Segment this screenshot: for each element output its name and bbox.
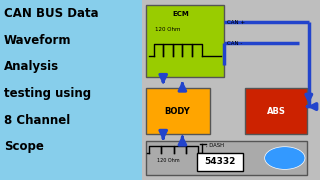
- Text: CAN -: CAN -: [227, 41, 243, 46]
- Bar: [142, 0, 320, 180]
- Text: 8 Channel: 8 Channel: [4, 114, 70, 127]
- Bar: [0, 0, 142, 180]
- Text: testing using: testing using: [4, 87, 91, 100]
- FancyBboxPatch shape: [146, 88, 210, 134]
- Text: 120 Ohm: 120 Ohm: [155, 27, 181, 32]
- FancyBboxPatch shape: [245, 88, 307, 134]
- FancyBboxPatch shape: [146, 5, 224, 77]
- Text: BODY: BODY: [165, 107, 190, 116]
- Text: 120 Ohm: 120 Ohm: [157, 158, 180, 163]
- Text: ECM: ECM: [172, 11, 189, 17]
- Text: 54332: 54332: [204, 158, 236, 166]
- Text: CAN BUS Data: CAN BUS Data: [4, 7, 99, 20]
- Text: , DASH: , DASH: [206, 143, 224, 148]
- Text: Waveform: Waveform: [4, 34, 71, 47]
- Text: Scope: Scope: [4, 140, 44, 153]
- Circle shape: [265, 147, 305, 169]
- Text: Analysis: Analysis: [4, 60, 59, 73]
- Text: CAN +: CAN +: [227, 20, 245, 25]
- FancyBboxPatch shape: [197, 153, 243, 171]
- FancyBboxPatch shape: [146, 141, 307, 175]
- Text: ABS: ABS: [267, 107, 285, 116]
